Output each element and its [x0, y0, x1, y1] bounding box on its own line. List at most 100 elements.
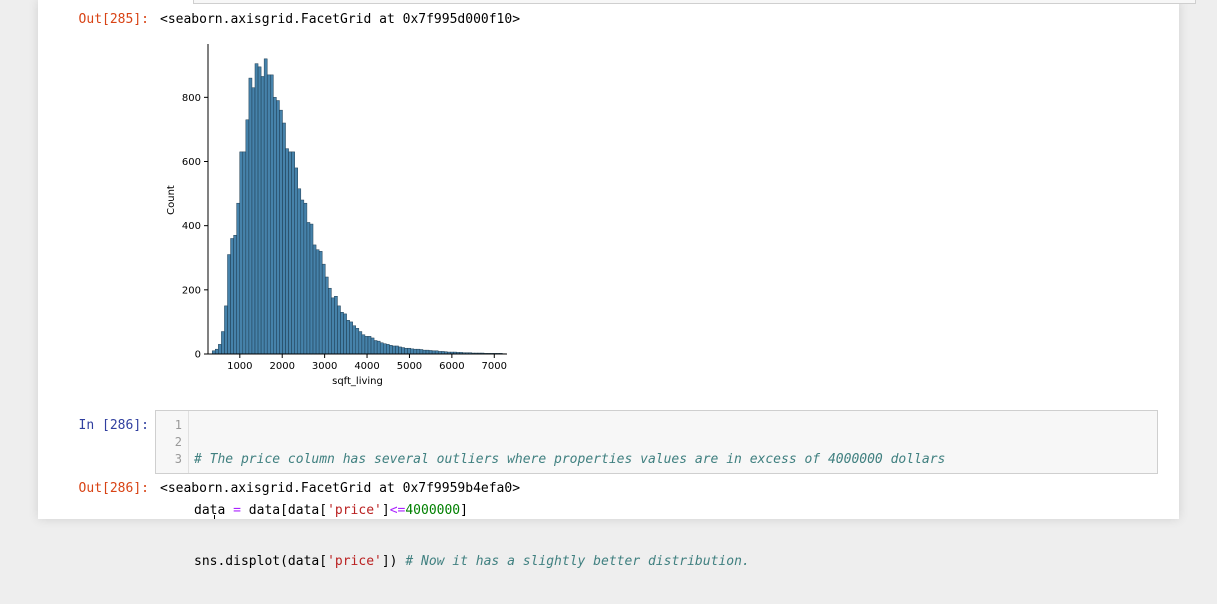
- y-tick-label: 200: [182, 285, 201, 296]
- histogram-bar: [395, 346, 398, 354]
- histogram-bar: [310, 224, 313, 354]
- histogram-bar: [307, 222, 310, 354]
- histogram-bar: [399, 347, 402, 354]
- histogram-bar: [276, 101, 279, 354]
- histogram-bar: [328, 288, 331, 354]
- histogram-bar: [414, 349, 417, 354]
- histogram-bar: [218, 344, 221, 354]
- histogram-bar: [371, 338, 374, 354]
- histogram-bar: [221, 332, 224, 354]
- histogram-bar: [325, 277, 328, 354]
- code-cell-286[interactable]: 1 2 3 # The price column has several out…: [155, 410, 1158, 474]
- histogram-bar: [289, 152, 292, 354]
- histogram-bar: [322, 264, 325, 354]
- histogram-bar: [380, 343, 383, 354]
- histogram-bar: [234, 235, 237, 354]
- histogram-bar: [240, 152, 243, 354]
- histogram-bar: [411, 349, 414, 354]
- y-tick-label: 0: [195, 350, 201, 361]
- x-axis-label: sqft_living: [332, 376, 383, 387]
- code-number: 4000000: [405, 503, 460, 518]
- histogram-bar: [402, 348, 405, 354]
- histogram-bar: [295, 168, 298, 354]
- histogram-bar: [359, 332, 362, 354]
- histogram-bar: [334, 296, 337, 354]
- histogram-bar: [423, 350, 426, 354]
- histogram-bar: [224, 306, 227, 354]
- code-token: data[data[: [241, 503, 327, 518]
- x-tick-label: 5000: [397, 361, 422, 372]
- code-line-1: # The price column has several outliers …: [194, 451, 945, 468]
- histogram-bar: [237, 203, 240, 354]
- histogram-bar: [389, 345, 392, 354]
- histogram-bar: [420, 350, 423, 354]
- code-string: 'price': [327, 554, 382, 569]
- histogram-bar: [353, 326, 356, 354]
- code-token: ]): [382, 554, 405, 569]
- x-tick-label: 6000: [439, 361, 464, 372]
- code-operator: =: [233, 503, 241, 518]
- histogram-bar: [313, 245, 316, 354]
- histogram-bar: [261, 76, 264, 354]
- code-line-3: sns.displot(data['price']) # Now it has …: [194, 553, 945, 570]
- histogram-bar: [368, 336, 371, 354]
- histogram-bar: [231, 239, 234, 355]
- histogram-bar: [258, 67, 261, 354]
- histogram-bar: [215, 349, 218, 354]
- x-tick-label: 4000: [354, 361, 379, 372]
- output-text-286: <seaborn.axisgrid.FacetGrid at 0x7f9959b…: [160, 481, 520, 496]
- histogram-bar: [337, 306, 340, 354]
- histogram-bar: [282, 123, 285, 354]
- histogram-bar: [408, 348, 411, 354]
- histogram-bar: [273, 97, 276, 354]
- histogram-bar: [243, 152, 246, 354]
- previous-cell-bottom[interactable]: [193, 0, 1196, 4]
- next-plot-axis-stub: [214, 515, 215, 519]
- x-tick-label: 1000: [227, 361, 252, 372]
- histogram-bar: [426, 350, 429, 354]
- code-comment: # Now it has a slightly better distribut…: [405, 554, 749, 569]
- histogram-bar: [417, 349, 420, 354]
- histogram-bar: [331, 298, 334, 354]
- histogram-bar: [365, 336, 368, 354]
- histogram-bar: [347, 320, 350, 354]
- x-tick-label: 7000: [482, 361, 507, 372]
- y-tick-label: 600: [182, 157, 201, 168]
- out-prompt-286: Out[286]:: [39, 481, 149, 496]
- histogram-bar: [386, 344, 389, 354]
- histogram-bar: [255, 64, 258, 354]
- y-tick-label: 800: [182, 93, 201, 104]
- histogram-bar: [374, 341, 377, 354]
- histogram-bar: [252, 88, 255, 354]
- histogram-bar: [304, 203, 307, 354]
- histogram-bar: [292, 152, 295, 354]
- histogram-bar: [344, 314, 347, 354]
- line-number: 1: [156, 417, 188, 434]
- histogram-bar: [392, 346, 395, 354]
- histogram-bar: [279, 110, 282, 354]
- histogram-bar: [249, 78, 252, 354]
- line-number: 2: [156, 434, 188, 451]
- histogram-bar: [267, 75, 270, 354]
- histogram-bar: [301, 200, 304, 354]
- y-axis-label: Count: [166, 185, 177, 215]
- x-tick-label: 3000: [312, 361, 337, 372]
- histogram-bar: [356, 328, 359, 354]
- line-number-gutter: 1 2 3: [156, 411, 189, 473]
- histogram-bar: [350, 322, 353, 354]
- output-text-285: <seaborn.axisgrid.FacetGrid at 0x7f995d0…: [160, 12, 520, 27]
- histogram-bar: [246, 120, 249, 354]
- code-editor[interactable]: # The price column has several outliers …: [194, 417, 945, 604]
- histogram-bar: [298, 189, 301, 354]
- code-line-2: data = data[data['price']<=4000000]: [194, 502, 945, 519]
- code-token: ]: [460, 503, 468, 518]
- code-token: ]: [382, 503, 390, 518]
- line-number: 3: [156, 451, 188, 468]
- histogram-bar: [264, 59, 267, 354]
- out-prompt-285: Out[285]:: [39, 12, 149, 27]
- code-token: sns.displot(data[: [194, 554, 327, 569]
- y-tick-label: 400: [182, 221, 201, 232]
- histogram-bar: [316, 250, 319, 354]
- histogram-bar: [228, 255, 231, 354]
